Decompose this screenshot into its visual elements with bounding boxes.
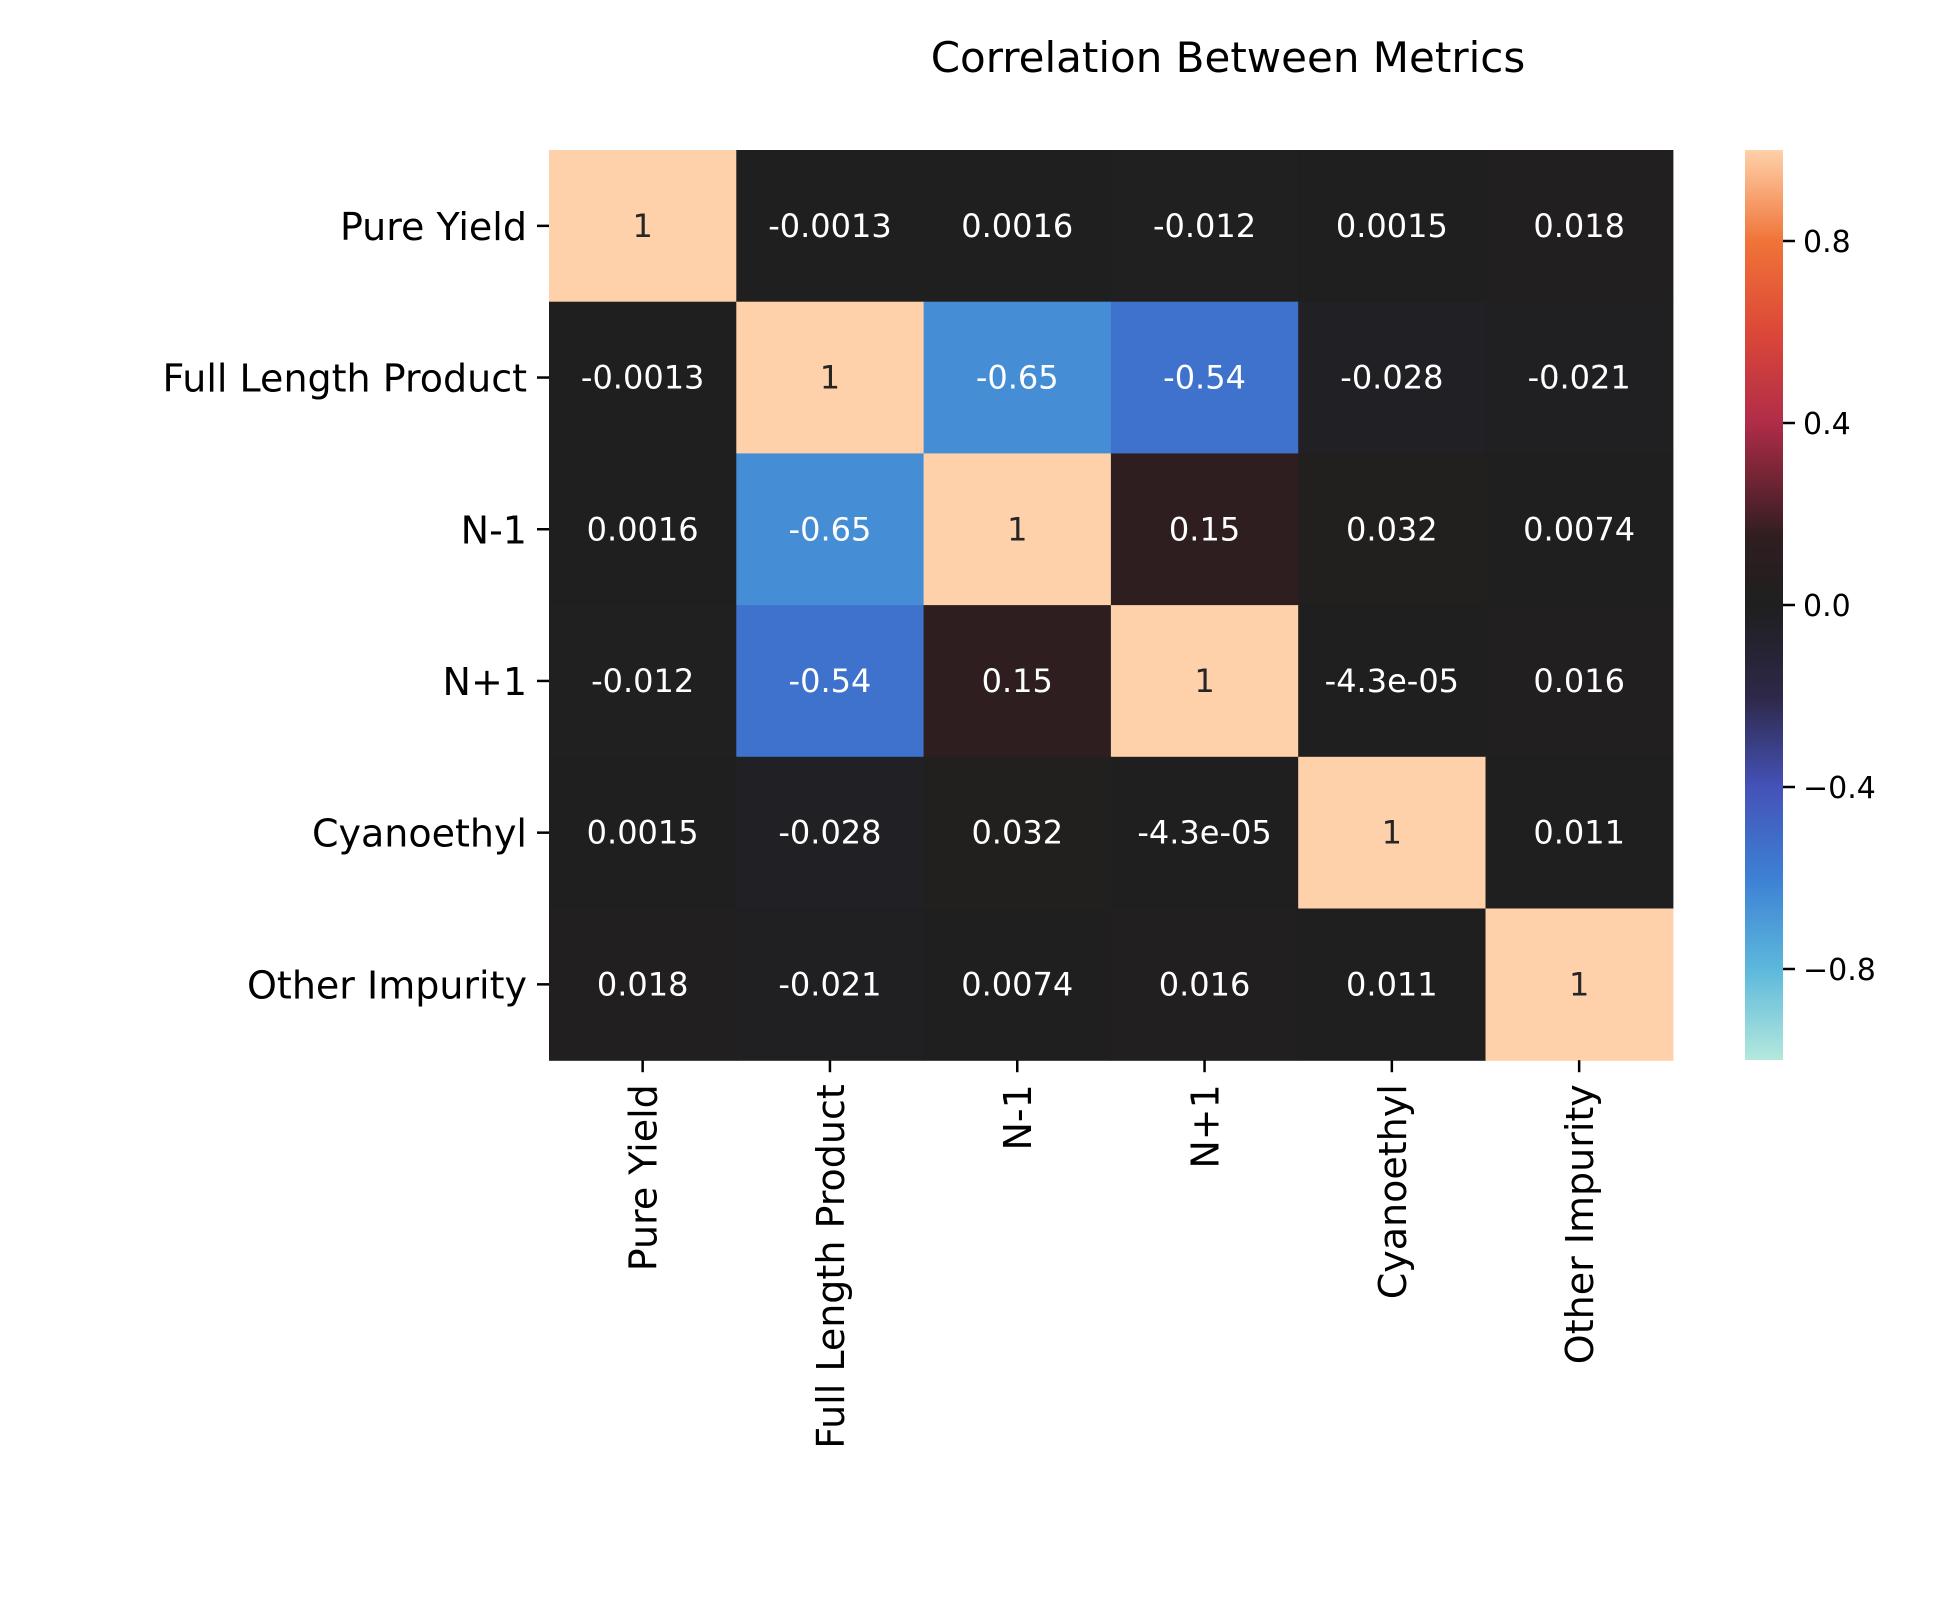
- cell-value-label: -0.021: [1528, 359, 1631, 397]
- cell-value-label: 0.018: [597, 965, 689, 1003]
- heatmap-cell: [736, 453, 925, 606]
- heatmap-cell: [1110, 756, 1299, 910]
- heatmap-cell: [923, 605, 1112, 758]
- cell-value-label: -0.0013: [768, 207, 892, 245]
- heatmap-cell: [1485, 605, 1674, 758]
- y-tick-label: Cyanoethyl: [312, 812, 527, 856]
- heatmap-cell: [736, 605, 925, 758]
- heatmap-cell: [923, 453, 1112, 606]
- heatmap-cell: [1110, 908, 1299, 1061]
- chart-title: Correlation Between Metrics: [931, 33, 1526, 82]
- cell-value-label: 0.011: [1533, 814, 1625, 852]
- y-tick-label: N+1: [443, 660, 527, 704]
- x-axis: Pure Yield Full Length Product N-1 N+1 Cyano…: [622, 1060, 1602, 1449]
- cell-value-label: 1: [632, 207, 652, 245]
- heatmap-cell: [1298, 756, 1487, 910]
- heatmap-cell: [736, 150, 925, 303]
- heatmap-cell: [923, 150, 1112, 303]
- cell-value-label: 1: [820, 359, 840, 397]
- heatmap-cell: [549, 301, 737, 454]
- cell-value-label: -4.3e-05: [1137, 814, 1271, 852]
- colorbar-gradient: [1745, 150, 1783, 1060]
- heatmap-cell: [1485, 756, 1674, 910]
- colorbar-tick-label: −0.4: [1803, 771, 1876, 806]
- heatmap-cell: [549, 453, 737, 606]
- cell-value-label: 0.0016: [587, 510, 699, 548]
- heatmap-cell: [1110, 605, 1299, 758]
- heatmap-cell: [923, 908, 1112, 1061]
- heatmap-cell: [1110, 150, 1299, 303]
- cell-value-label: -0.54: [1163, 359, 1246, 397]
- heatmap-cell: [923, 756, 1112, 910]
- heatmap-cells: 1 -0.0013 0.0016 -0.012 0.0015 0.018 -0.0013 1 -…: [549, 150, 1674, 1061]
- colorbar-tick-label: 0.4: [1803, 407, 1851, 442]
- x-tick-label: N-1: [996, 1084, 1040, 1150]
- heatmap-cell: [549, 605, 737, 758]
- heatmap-cell: [1485, 453, 1674, 606]
- colorbar: −0.8 −0.4 0.0 0.4 0.8: [1745, 150, 1876, 1060]
- cell-value-label: 0.0016: [961, 207, 1073, 245]
- heatmap-cell: [1298, 908, 1487, 1061]
- y-tick-label: Full Length Product: [163, 357, 528, 401]
- cell-value-label: 0.0015: [587, 814, 699, 852]
- heatmap-cell: [549, 908, 737, 1061]
- cell-value-label: -0.021: [778, 965, 881, 1003]
- colorbar-tick-label: 0.8: [1803, 225, 1851, 260]
- y-tick-label: Pure Yield: [340, 205, 527, 249]
- y-tick-label: N-1: [461, 508, 527, 552]
- cell-value-label: 1: [1007, 510, 1027, 548]
- cell-value-label: -0.028: [778, 814, 881, 852]
- cell-value-label: -0.54: [789, 662, 872, 700]
- cell-value-label: -4.3e-05: [1325, 662, 1459, 700]
- y-axis: Pure Yield Full Length Product N-1 N+1 Cyano…: [163, 205, 549, 1007]
- cell-value-label: 1: [1194, 662, 1214, 700]
- cell-value-label: -0.0013: [581, 359, 705, 397]
- x-tick-label: N+1: [1184, 1084, 1228, 1168]
- cell-value-label: 0.0074: [1523, 510, 1635, 548]
- cell-value-label: -0.028: [1340, 359, 1443, 397]
- heatmap-cell: [736, 756, 925, 910]
- cell-value-label: 0.15: [1169, 510, 1240, 548]
- colorbar-tick-label: −0.8: [1803, 953, 1876, 988]
- cell-value-label: 1: [1382, 814, 1402, 852]
- heatmap-cell: [1485, 150, 1674, 303]
- cell-value-label: 1: [1569, 965, 1589, 1003]
- cell-value-label: 0.011: [1346, 965, 1438, 1003]
- heatmap-cell: [1110, 301, 1299, 454]
- cell-value-label: -0.65: [976, 359, 1059, 397]
- x-tick-label: Other Impurity: [1558, 1084, 1602, 1364]
- cell-value-label: 0.0074: [961, 965, 1073, 1003]
- cell-value-label: 0.016: [1533, 662, 1625, 700]
- heatmap-cell: [1485, 908, 1674, 1061]
- cell-value-label: 0.018: [1533, 207, 1625, 245]
- heatmap-cell: [549, 150, 737, 303]
- heatmap-cell: [1298, 605, 1487, 758]
- cell-value-label: 0.032: [1346, 510, 1438, 548]
- heatmap-cell: [1298, 301, 1487, 454]
- heatmap-cell: [1110, 453, 1299, 606]
- cell-value-label: 0.016: [1159, 965, 1251, 1003]
- heatmap-cell: [736, 301, 925, 454]
- heatmap-cell: [736, 908, 925, 1061]
- cell-value-label: -0.65: [789, 510, 872, 548]
- heatmap-cell: [923, 301, 1112, 454]
- x-tick-label: Pure Yield: [622, 1084, 666, 1271]
- cell-value-label: 0.0015: [1336, 207, 1448, 245]
- cell-value-label: -0.012: [1153, 207, 1256, 245]
- colorbar-tick-label: 0.0: [1803, 589, 1851, 624]
- cell-value-label: 0.15: [982, 662, 1053, 700]
- cell-value-label: -0.012: [591, 662, 694, 700]
- y-tick-label: Other Impurity: [247, 963, 527, 1007]
- x-tick-label: Full Length Product: [809, 1084, 853, 1449]
- heatmap-cell: [1485, 301, 1674, 454]
- heatmap-cell: [549, 756, 737, 910]
- heatmap-cell: [1298, 453, 1487, 606]
- x-tick-label: Cyanoethyl: [1371, 1084, 1415, 1299]
- heatmap-cell: [1298, 150, 1487, 303]
- cell-value-label: 0.032: [971, 814, 1063, 852]
